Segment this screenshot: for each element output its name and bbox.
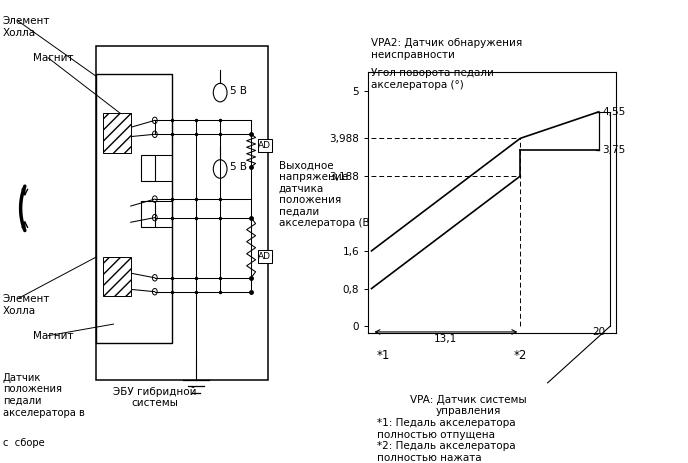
Text: VPA: Датчик системы
управления: VPA: Датчик системы управления bbox=[410, 394, 526, 416]
Polygon shape bbox=[103, 113, 131, 153]
Bar bbox=[510, 341, 530, 369]
Bar bbox=[373, 341, 393, 369]
Text: Выходное
напряжение
датчика
положения
педали
акселератора (В): Выходное напряжение датчика положения пе… bbox=[279, 161, 374, 228]
Text: AD: AD bbox=[259, 141, 271, 150]
Text: Магнит: Магнит bbox=[33, 331, 73, 341]
Polygon shape bbox=[103, 257, 131, 296]
Text: VPA2: Датчик обнаружения
неисправности: VPA2: Датчик обнаружения неисправности bbox=[372, 38, 523, 60]
Text: AD: AD bbox=[259, 252, 271, 262]
Text: 5 В: 5 В bbox=[230, 162, 247, 172]
Text: *1: Педаль акселератора
полностью отпущена
*2: Педаль акселератора
полностью наж: *1: Педаль акселератора полностью отпуще… bbox=[377, 418, 516, 463]
Polygon shape bbox=[257, 250, 272, 263]
Text: Датчик
положения
педали
акселератора в: Датчик положения педали акселератора в bbox=[3, 373, 85, 418]
Text: 4,55: 4,55 bbox=[602, 107, 625, 117]
Text: 20: 20 bbox=[592, 327, 605, 337]
Text: 13,1: 13,1 bbox=[434, 334, 458, 344]
Text: Магнит: Магнит bbox=[33, 53, 73, 63]
Text: Элемент
Холла: Элемент Холла bbox=[3, 294, 50, 316]
Text: ЭБУ гибридной
системы: ЭБУ гибридной системы bbox=[113, 387, 197, 408]
Text: Элемент
Холла: Элемент Холла bbox=[3, 16, 50, 38]
Text: 3,75: 3,75 bbox=[602, 144, 625, 155]
Text: Угол поворота педали
акселератора (°): Угол поворота педали акселератора (°) bbox=[372, 68, 495, 90]
Text: *1: *1 bbox=[376, 349, 389, 362]
Text: с  сборе: с сборе bbox=[3, 438, 45, 448]
Text: 5 В: 5 В bbox=[230, 86, 247, 96]
Text: *2: *2 bbox=[514, 349, 527, 362]
Polygon shape bbox=[257, 139, 272, 152]
